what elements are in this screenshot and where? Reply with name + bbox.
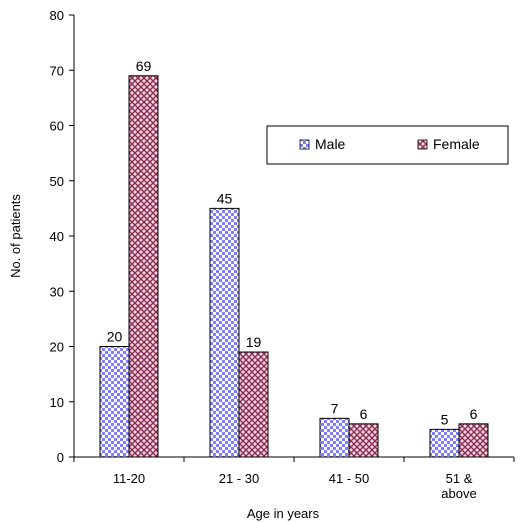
- bar-male: [99, 346, 130, 458]
- y-tick-label: 40: [50, 229, 64, 244]
- y-tick-label: 70: [50, 63, 64, 78]
- bar-female: [348, 423, 379, 458]
- bar-female: [128, 75, 159, 458]
- data-label: 69: [136, 58, 152, 74]
- y-tick-label: 50: [50, 174, 64, 189]
- y-tick-label: 20: [50, 340, 64, 355]
- data-label: 7: [331, 400, 339, 416]
- axes-layer: 0 10 20 30 40 50 60 70 80 11-20 21 - 30 41 - 50 51 &…: [50, 8, 515, 501]
- data-label: 5: [441, 411, 449, 427]
- data-label: 6: [470, 406, 478, 422]
- legend-label-female: Female: [433, 136, 480, 152]
- bar-male: [209, 207, 240, 458]
- legend: Male Female: [266, 125, 509, 165]
- y-tick-label: 30: [50, 284, 64, 299]
- y-tick-label: 10: [50, 395, 64, 410]
- bars-layer: [99, 75, 489, 458]
- x-tick-label: above: [441, 486, 476, 501]
- legend-label-male: Male: [315, 136, 346, 152]
- y-tick-label: 0: [57, 450, 64, 465]
- x-tick-label: 21 - 30: [219, 471, 259, 486]
- y-tick-label: 60: [50, 119, 64, 134]
- bar-female: [238, 351, 269, 458]
- data-label: 6: [360, 406, 368, 422]
- data-label: 45: [217, 190, 233, 206]
- y-axis-title: No. of patients: [8, 194, 23, 278]
- x-tick-label: 11-20: [113, 471, 145, 486]
- data-label: 20: [107, 329, 123, 345]
- data-label: 19: [246, 334, 262, 350]
- y-tick-label: 80: [50, 8, 64, 23]
- bar-female: [458, 423, 489, 458]
- legend-swatch-female: [417, 139, 428, 150]
- x-axis-title: Age in years: [247, 506, 320, 521]
- labels-layer: 20 45 7 5 69 19 6 6: [107, 58, 478, 428]
- x-tick-label: 51 &: [446, 471, 473, 486]
- legend-swatch-male: [299, 139, 310, 150]
- x-tick-label: 41 - 50: [329, 471, 369, 486]
- bar-male: [319, 417, 350, 458]
- bar-male: [429, 428, 460, 458]
